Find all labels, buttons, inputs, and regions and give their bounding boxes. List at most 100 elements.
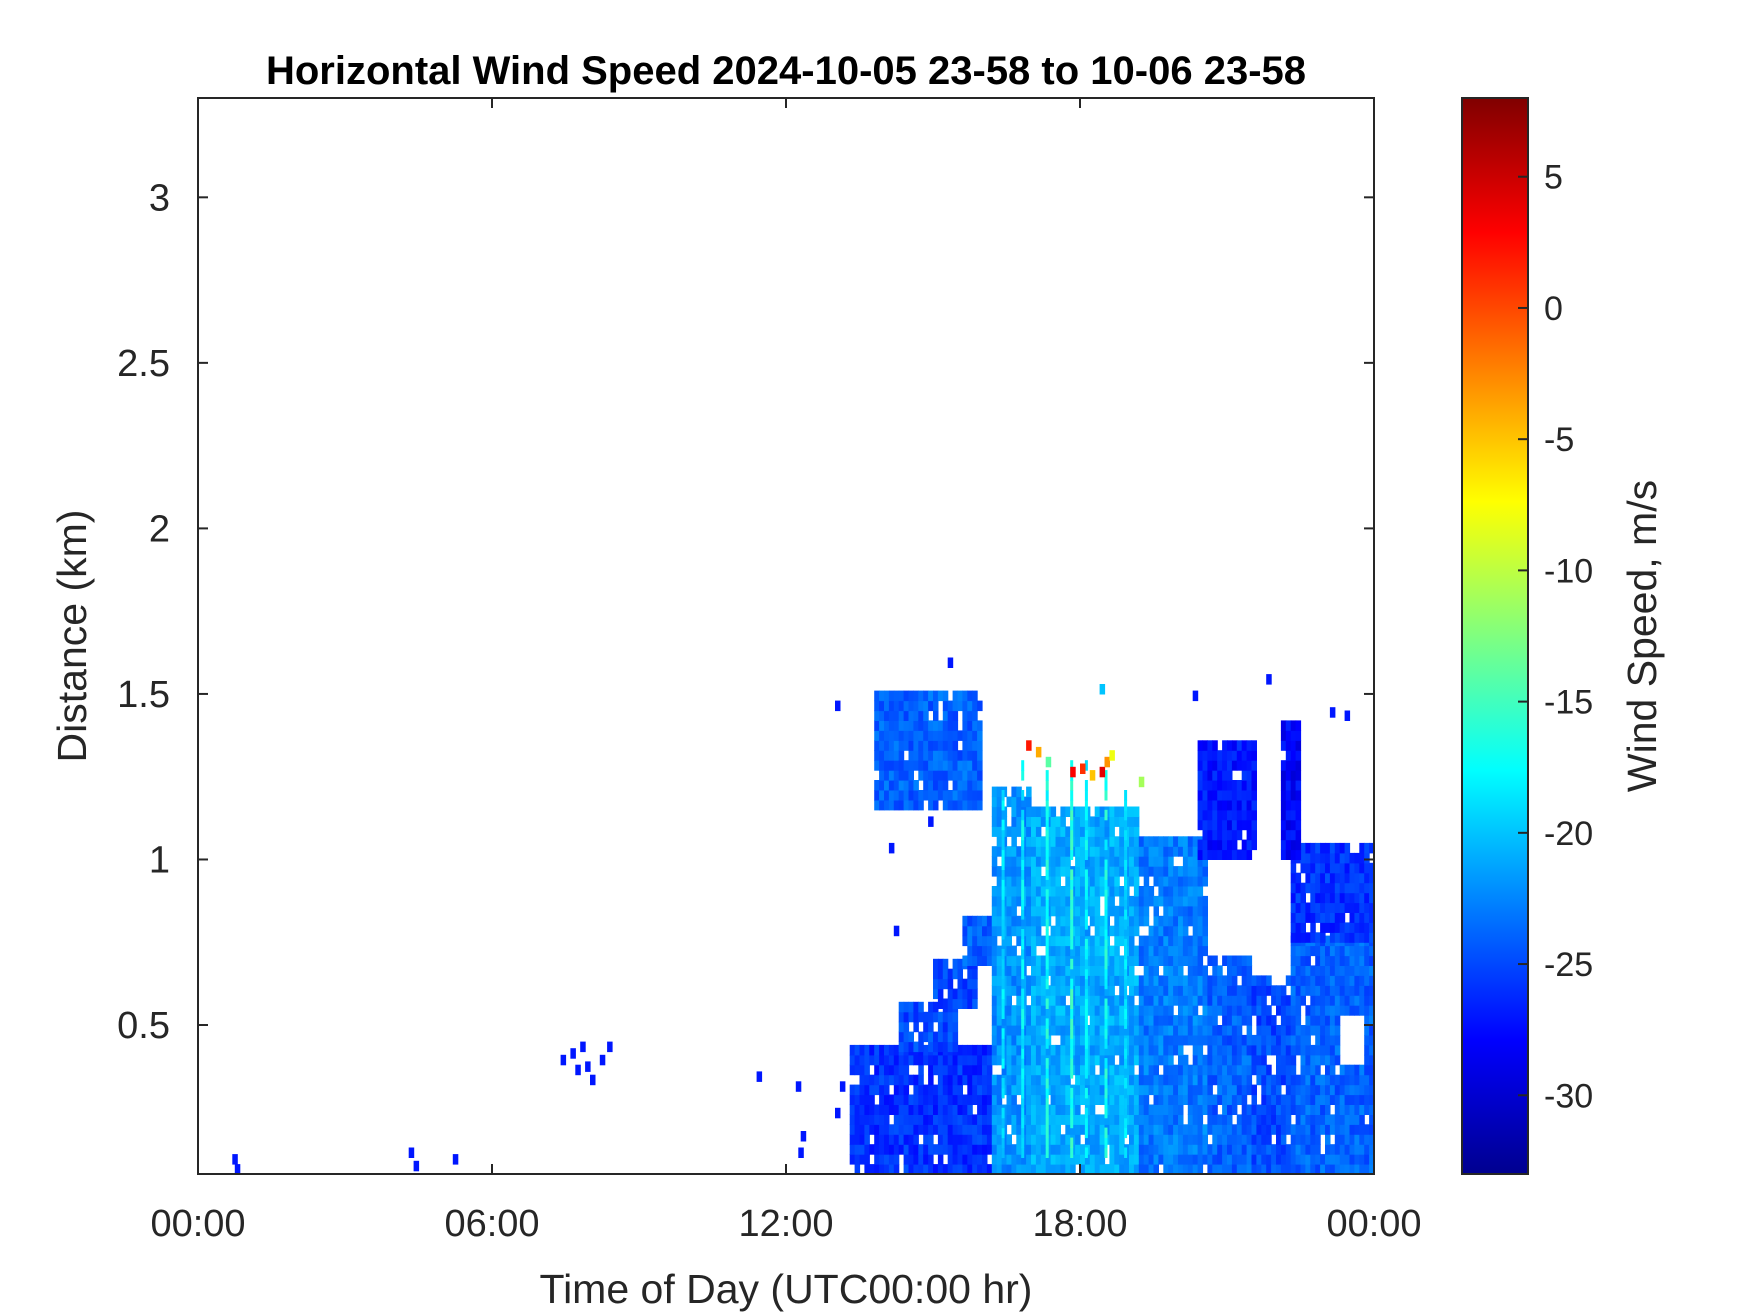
heatmap-cell bbox=[1349, 1124, 1355, 1135]
heatmap-cell bbox=[1040, 995, 1047, 1006]
heatmap-cell bbox=[947, 998, 954, 1009]
heatmap-cell bbox=[1094, 856, 1101, 867]
heatmap-cell bbox=[1354, 872, 1360, 884]
heatmap-cell bbox=[1344, 1154, 1351, 1165]
heatmap-cell bbox=[1315, 1104, 1321, 1115]
heatmap-cell bbox=[903, 1154, 910, 1165]
heatmap-cell bbox=[1040, 1124, 1047, 1135]
heatmap-cell bbox=[849, 1104, 856, 1115]
heatmap-cell bbox=[1310, 1124, 1316, 1135]
heatmap-cell bbox=[1006, 1094, 1012, 1105]
heatmap-cell bbox=[1050, 995, 1057, 1006]
heatmap-cell bbox=[1325, 1164, 1331, 1174]
heatmap-cell bbox=[1364, 932, 1370, 943]
heatmap-cell bbox=[1119, 1134, 1125, 1145]
heatmap-cell bbox=[972, 915, 978, 927]
heatmap-cell bbox=[928, 1021, 934, 1033]
heatmap-cell bbox=[1143, 1104, 1150, 1115]
heatmap-cell bbox=[967, 1164, 973, 1174]
heatmap-cell bbox=[1256, 1074, 1262, 1086]
heatmap-cell bbox=[1187, 945, 1194, 957]
heatmap-cell bbox=[1099, 1094, 1106, 1105]
heatmap-cell bbox=[1031, 1154, 1037, 1165]
heatmap-cell bbox=[1138, 985, 1145, 996]
heatmap-cell bbox=[879, 1104, 885, 1115]
heatmap-streak bbox=[1021, 938, 1025, 950]
heatmap-cell bbox=[1070, 1164, 1076, 1174]
heatmap-streak bbox=[1104, 879, 1108, 890]
heatmap-cell bbox=[1173, 1084, 1179, 1096]
heatmap-cell bbox=[1026, 915, 1032, 927]
heatmap-cell bbox=[991, 1144, 998, 1155]
heatmap-cell bbox=[962, 750, 968, 761]
heatmap-cell bbox=[1276, 1144, 1282, 1155]
heatmap-cell bbox=[874, 710, 880, 721]
heatmap-cell bbox=[1182, 995, 1189, 1006]
heatmap-cell bbox=[1094, 886, 1101, 897]
heatmap-cell bbox=[1231, 819, 1238, 831]
heatmap-cell bbox=[1173, 1104, 1179, 1115]
heatmap-cell bbox=[1329, 1094, 1336, 1105]
heatmap-streak bbox=[1001, 1087, 1005, 1099]
heatmap-cell bbox=[1354, 945, 1360, 957]
heatmap-cell bbox=[1280, 790, 1287, 801]
heatmap-cell bbox=[952, 1134, 959, 1145]
heatmap-cell bbox=[1055, 915, 1061, 927]
heatmap-cell bbox=[1329, 862, 1336, 874]
heatmap-cell bbox=[1168, 1064, 1174, 1076]
heatmap-cell bbox=[1320, 892, 1326, 904]
heatmap-cell bbox=[879, 1074, 885, 1086]
heatmap-cell bbox=[1280, 1094, 1287, 1105]
heatmap-cell bbox=[1055, 1025, 1061, 1036]
heatmap-cell bbox=[1129, 1005, 1135, 1016]
heatmap-cell bbox=[1099, 1074, 1106, 1086]
heatmap-cell bbox=[1290, 1104, 1297, 1115]
heatmap-cell bbox=[1080, 1025, 1086, 1036]
heatmap-cell bbox=[1241, 839, 1248, 851]
heatmap-cell bbox=[1089, 876, 1096, 887]
heatmap-cell bbox=[1178, 1064, 1184, 1076]
heatmap-cell bbox=[1143, 985, 1150, 996]
heatmap-cell bbox=[1197, 985, 1204, 996]
heatmap-cell bbox=[986, 1144, 993, 1155]
heatmap-cell bbox=[908, 780, 914, 791]
heatmap-cell bbox=[1295, 1114, 1302, 1125]
heatmap-cell bbox=[1315, 882, 1321, 894]
heatmap-cell bbox=[1192, 846, 1199, 857]
heatmap-cell bbox=[1119, 1124, 1125, 1135]
heatmap-cell bbox=[1364, 1064, 1370, 1076]
heatmap-cell bbox=[1222, 809, 1228, 821]
heatmap-cell bbox=[1138, 1015, 1145, 1026]
heatmap-streak bbox=[1045, 819, 1049, 831]
heatmap-cell bbox=[913, 1104, 919, 1115]
heatmap-cell bbox=[982, 955, 988, 966]
heatmap-cell bbox=[1217, 975, 1223, 986]
heatmap-cell bbox=[1285, 1015, 1292, 1026]
heatmap-cell bbox=[1329, 1124, 1336, 1135]
heatmap-cell bbox=[1158, 1114, 1164, 1125]
heatmap-cell bbox=[1055, 955, 1061, 966]
heatmap-cell bbox=[1080, 905, 1086, 917]
heatmap-cell bbox=[1344, 922, 1351, 933]
heatmap-streak bbox=[1045, 958, 1049, 970]
heatmap-cell bbox=[1369, 912, 1374, 923]
heatmap-cell bbox=[1256, 1124, 1262, 1135]
heatmap-cell bbox=[1173, 1144, 1179, 1155]
heatmap-cell bbox=[982, 945, 988, 957]
heatmap-streak bbox=[1084, 760, 1088, 771]
heatmap-streak bbox=[1021, 968, 1025, 980]
heatmap-cell bbox=[967, 780, 973, 791]
heatmap-cell bbox=[937, 740, 944, 751]
heatmap-cell bbox=[1227, 809, 1233, 821]
heatmap-cell bbox=[869, 1074, 875, 1086]
heatmap-cell bbox=[1192, 1015, 1199, 1026]
heatmap-cell bbox=[1212, 819, 1218, 831]
heatmap-cell bbox=[1173, 1164, 1179, 1174]
heatmap-cell bbox=[1109, 995, 1115, 1006]
heatmap-cell bbox=[1271, 1094, 1277, 1105]
heatmap-cell bbox=[1065, 1104, 1071, 1115]
heatmap-cell bbox=[1099, 1164, 1106, 1174]
heatmap-cell bbox=[888, 1164, 895, 1174]
heatmap-cell bbox=[1285, 1054, 1292, 1066]
heatmap-cell bbox=[1246, 819, 1253, 831]
